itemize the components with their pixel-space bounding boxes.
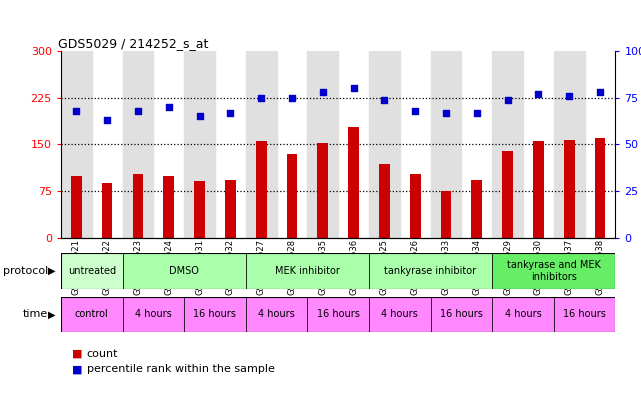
Text: 4 hours: 4 hours xyxy=(381,309,418,320)
Text: 4 hours: 4 hours xyxy=(258,309,295,320)
Bar xyxy=(102,183,112,238)
Bar xyxy=(184,51,215,238)
Bar xyxy=(431,297,492,332)
Point xyxy=(287,95,297,101)
Text: tankyrase inhibitor: tankyrase inhibitor xyxy=(385,266,477,276)
Bar xyxy=(256,141,267,238)
Bar xyxy=(122,297,184,332)
Text: 4 hours: 4 hours xyxy=(504,309,541,320)
Bar xyxy=(369,253,492,289)
Point xyxy=(194,113,204,119)
Point xyxy=(133,108,143,114)
Bar xyxy=(246,51,276,238)
Bar xyxy=(502,151,513,238)
Text: 4 hours: 4 hours xyxy=(135,309,172,320)
Bar xyxy=(61,51,92,238)
Text: control: control xyxy=(75,309,108,320)
Bar xyxy=(307,297,369,332)
Bar xyxy=(246,297,307,332)
Text: untreated: untreated xyxy=(68,266,116,276)
Bar xyxy=(184,297,246,332)
Text: 16 hours: 16 hours xyxy=(440,309,483,320)
Point xyxy=(503,96,513,103)
Bar xyxy=(369,297,431,332)
Text: ▶: ▶ xyxy=(47,266,55,276)
Bar xyxy=(410,174,420,238)
Bar xyxy=(471,180,482,238)
Text: 16 hours: 16 hours xyxy=(563,309,606,320)
Bar xyxy=(287,154,297,238)
Text: ▶: ▶ xyxy=(47,309,55,320)
Bar xyxy=(307,51,338,238)
Bar xyxy=(492,253,615,289)
Point xyxy=(349,85,359,92)
Point xyxy=(256,95,266,101)
Bar xyxy=(492,51,523,238)
Bar xyxy=(61,253,122,289)
Bar xyxy=(492,297,554,332)
Bar xyxy=(554,51,585,238)
Point xyxy=(317,89,328,95)
Text: ■: ■ xyxy=(72,349,82,359)
Bar xyxy=(122,253,246,289)
Bar xyxy=(348,127,359,238)
Bar xyxy=(564,140,574,238)
Bar xyxy=(317,143,328,238)
Point xyxy=(441,110,451,116)
Bar xyxy=(194,180,205,238)
Text: 16 hours: 16 hours xyxy=(194,309,237,320)
Point xyxy=(102,117,112,123)
Point xyxy=(595,89,605,95)
Bar xyxy=(440,191,451,238)
Text: tankyrase and MEK
inhibitors: tankyrase and MEK inhibitors xyxy=(507,261,601,282)
Text: 16 hours: 16 hours xyxy=(317,309,360,320)
Text: ■: ■ xyxy=(72,364,82,375)
Bar xyxy=(246,253,369,289)
Bar xyxy=(369,51,400,238)
Point xyxy=(410,108,420,114)
Bar xyxy=(61,297,122,332)
Text: percentile rank within the sample: percentile rank within the sample xyxy=(87,364,274,375)
Text: count: count xyxy=(87,349,118,359)
Text: GDS5029 / 214252_s_at: GDS5029 / 214252_s_at xyxy=(58,37,208,50)
Bar xyxy=(554,297,615,332)
Point xyxy=(71,108,81,114)
Bar xyxy=(133,174,144,238)
Point xyxy=(533,91,544,97)
Bar xyxy=(122,51,153,238)
Point xyxy=(163,104,174,110)
Bar xyxy=(225,180,236,238)
Text: protocol: protocol xyxy=(3,266,49,276)
Text: DMSO: DMSO xyxy=(169,266,199,276)
Bar xyxy=(431,51,462,238)
Bar xyxy=(533,141,544,238)
Bar xyxy=(595,138,605,238)
Bar xyxy=(379,164,390,238)
Point xyxy=(225,110,235,116)
Point xyxy=(472,110,482,116)
Bar xyxy=(163,176,174,238)
Text: time: time xyxy=(22,309,47,320)
Point xyxy=(564,93,574,99)
Text: MEK inhibitor: MEK inhibitor xyxy=(275,266,340,276)
Point xyxy=(379,96,390,103)
Bar xyxy=(71,176,81,238)
